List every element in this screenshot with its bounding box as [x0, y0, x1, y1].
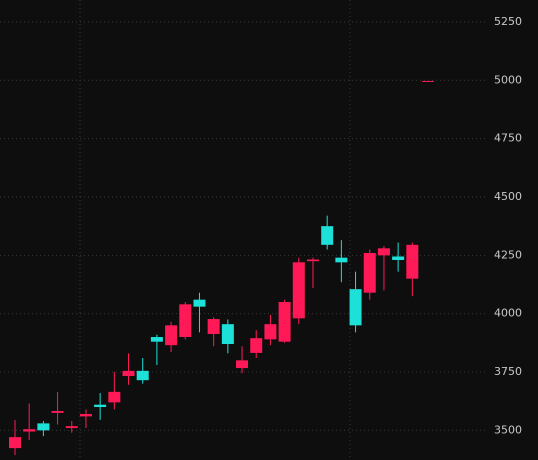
- candle-body: [165, 325, 178, 346]
- candle-body: [94, 404, 107, 408]
- candle-body: [122, 370, 135, 376]
- y-tick-label: 5000: [494, 73, 522, 86]
- candle-body: [292, 262, 305, 319]
- y-tick-label: 4500: [494, 190, 522, 203]
- candle-body: [236, 360, 249, 369]
- candle-body: [9, 437, 21, 449]
- candle-body: [377, 248, 390, 256]
- candle-body: [221, 324, 234, 345]
- candle-body: [250, 338, 263, 353]
- candle-body: [108, 391, 121, 403]
- candle-body: [37, 423, 50, 431]
- candle-body: [392, 256, 405, 260]
- candle-body: [150, 337, 163, 342]
- candle-body: [278, 301, 291, 342]
- y-tick-label: 3750: [494, 365, 522, 378]
- candle-body: [65, 426, 78, 429]
- candle-body: [136, 370, 149, 381]
- candle-body: [179, 304, 192, 338]
- candle-body: [207, 319, 220, 334]
- y-tick-label: 4750: [494, 132, 522, 145]
- y-tick-label: 4250: [494, 248, 522, 261]
- candle-body: [306, 259, 319, 262]
- candle-body: [349, 289, 362, 326]
- candle-body: [23, 429, 36, 432]
- candle-body: [79, 414, 92, 417]
- y-tick-label: 5250: [494, 15, 522, 28]
- candle-body: [321, 226, 334, 245]
- candle-body: [193, 299, 206, 307]
- candle-body: [363, 252, 376, 293]
- candle-body: [335, 257, 348, 263]
- y-tick-label: 4000: [494, 307, 522, 320]
- candle-body: [51, 410, 64, 413]
- candle-body: [406, 244, 419, 279]
- candle-body: [264, 324, 277, 340]
- y-tick-label: 3500: [494, 423, 522, 436]
